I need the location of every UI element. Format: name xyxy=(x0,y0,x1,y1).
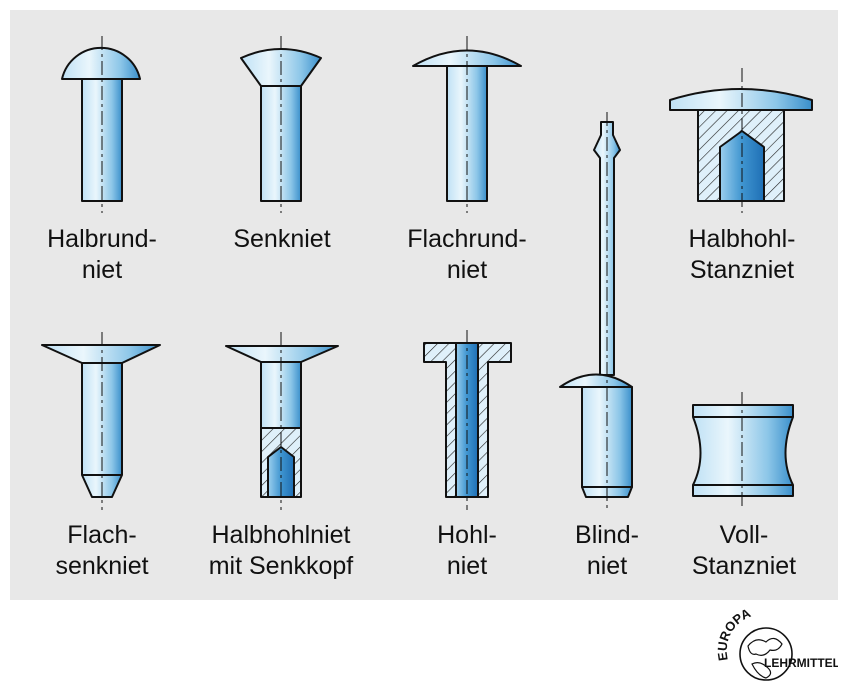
rivet-label-blindniet: Blind-niet xyxy=(575,521,639,580)
rivet-label-halbrundniet: Halbrund-niet xyxy=(47,225,157,284)
rivet-label-flachsenkniet: Flach-senkniet xyxy=(55,521,149,580)
europa-lehrmittel-logo: EUROPA LEHRMITTEL xyxy=(715,605,838,681)
center-lines xyxy=(101,36,743,510)
rivet-label-voll-stanzniet: Voll- Stanzniet xyxy=(691,521,797,580)
rivet-label-hohlniet: Hohl-niet xyxy=(437,521,497,580)
rivet-label-halbhohl-stanzniet: Halbhohl- Stanzniet xyxy=(688,225,796,284)
logo-lehrmittel-text: LEHRMITTEL xyxy=(764,656,838,670)
voll-stanzniet-drawing xyxy=(692,404,794,497)
rivet-label-flachrundniet: Flachrund-niet xyxy=(407,225,527,284)
halbrundniet-drawing xyxy=(61,46,141,202)
halbhohl-stanzniet-drawing xyxy=(669,88,813,202)
rivet-label-senkniet: Senkniet xyxy=(233,225,331,253)
rivet-label-halbhohlniet-senkkopf: Halbhohlniet mit Senkkopf xyxy=(208,521,354,580)
blindniet-drawing xyxy=(559,121,633,498)
halbhohlniet-senkkopf-drawing xyxy=(225,345,339,498)
flachsenkniet-drawing xyxy=(41,344,161,498)
